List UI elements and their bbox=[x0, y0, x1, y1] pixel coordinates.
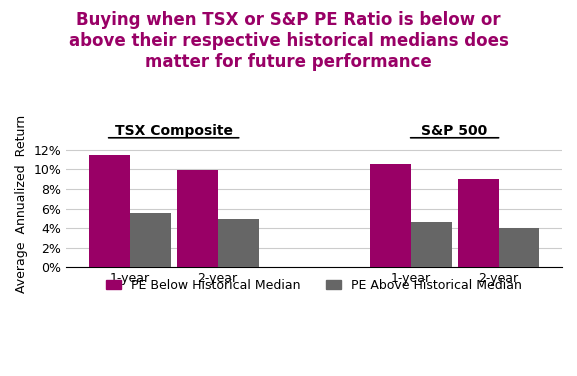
Bar bbox=[499, 228, 539, 267]
Legend: PE Below Historical Median, PE Above Historical Median: PE Below Historical Median, PE Above His… bbox=[102, 274, 527, 297]
Bar bbox=[218, 220, 258, 267]
Text: TSX Composite: TSX Composite bbox=[115, 124, 233, 138]
Bar bbox=[177, 170, 218, 267]
Bar bbox=[370, 164, 411, 267]
Text: Buying when TSX or S&P PE Ratio is below or
above their respective historical me: Buying when TSX or S&P PE Ratio is below… bbox=[69, 11, 508, 71]
Y-axis label: Average  Annualized  Return: Average Annualized Return bbox=[15, 115, 28, 293]
Bar bbox=[458, 179, 499, 267]
Bar bbox=[411, 222, 452, 267]
Bar bbox=[89, 155, 130, 267]
Text: S&P 500: S&P 500 bbox=[421, 124, 488, 138]
Bar bbox=[130, 212, 171, 267]
